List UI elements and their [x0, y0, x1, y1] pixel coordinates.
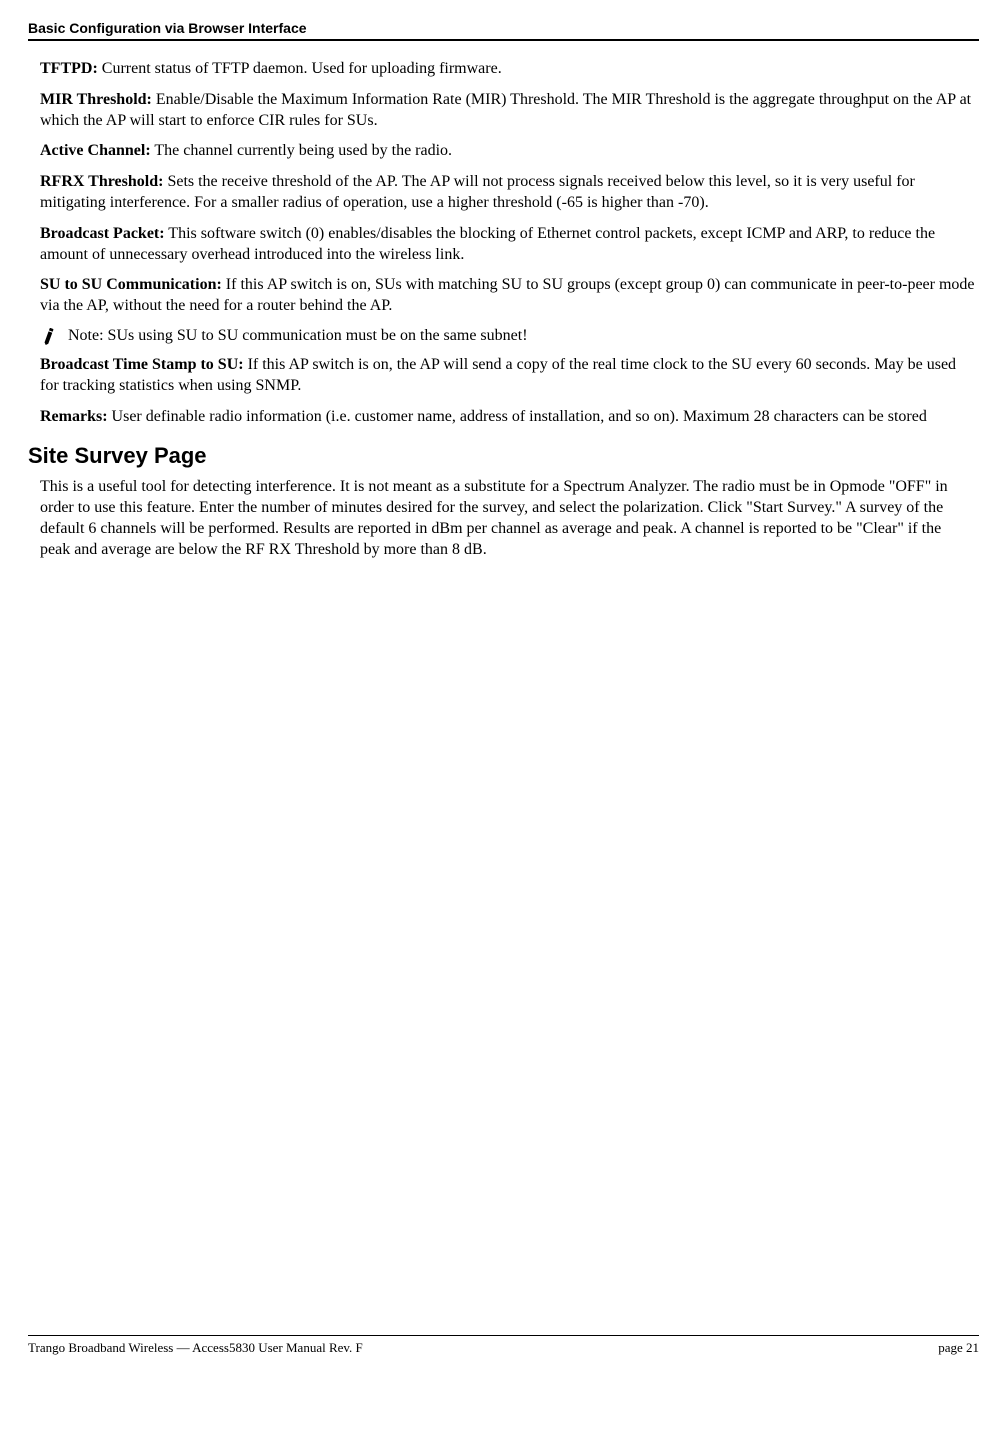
- text-tftpd: Current status of TFTP daemon. Used for …: [98, 60, 502, 77]
- text-active-channel: The channel currently being used by the …: [151, 142, 452, 159]
- note-label: Note:: [68, 327, 104, 345]
- definition-rfrx: RFRX Threshold: Sets the receive thresho…: [40, 172, 975, 214]
- term-rfrx: RFRX Threshold:: [40, 173, 163, 190]
- note-line: Note: SUs using SU to SU communication m…: [40, 327, 975, 345]
- section-heading: Site Survey Page: [28, 443, 975, 469]
- definition-remarks: Remarks: User definable radio informatio…: [40, 407, 975, 428]
- page-header: Basic Configuration via Browser Interfac…: [28, 20, 979, 41]
- text-broadcast-packet: This software switch (0) enables/disable…: [40, 225, 935, 263]
- definition-active-channel: Active Channel: The channel currently be…: [40, 141, 975, 162]
- section-body: This is a useful tool for detecting inte…: [40, 477, 975, 560]
- pencil-icon: [37, 324, 61, 348]
- term-broadcast-packet: Broadcast Packet:: [40, 225, 165, 242]
- page-content: TFTPD: Current status of TFTP daemon. Us…: [28, 59, 979, 561]
- text-rfrx: Sets the receive threshold of the AP. Th…: [40, 173, 915, 211]
- term-tftpd: TFTPD:: [40, 60, 98, 77]
- term-broadcast-time: Broadcast Time Stamp to SU:: [40, 356, 244, 373]
- definition-mir: MIR Threshold: Enable/Disable the Maximu…: [40, 90, 975, 132]
- term-remarks: Remarks:: [40, 408, 108, 425]
- text-remarks: User definable radio information (i.e. c…: [108, 408, 927, 425]
- note-text: SUs using SU to SU communication must be…: [108, 327, 528, 345]
- footer-left: Trango Broadband Wireless — Access5830 U…: [28, 1340, 363, 1356]
- definition-tftpd: TFTPD: Current status of TFTP daemon. Us…: [40, 59, 975, 80]
- definition-su-to-su: SU to SU Communication: If this AP switc…: [40, 275, 975, 317]
- text-mir: Enable/Disable the Maximum Information R…: [40, 91, 971, 129]
- term-active-channel: Active Channel:: [40, 142, 151, 159]
- footer-right: page 21: [938, 1340, 979, 1356]
- document-page: Basic Configuration via Browser Interfac…: [0, 0, 1007, 1380]
- definition-broadcast-time: Broadcast Time Stamp to SU: If this AP s…: [40, 355, 975, 397]
- header-title: Basic Configuration via Browser Interfac…: [28, 20, 307, 36]
- definition-broadcast-packet: Broadcast Packet: This software switch (…: [40, 224, 975, 266]
- term-su-to-su: SU to SU Communication:: [40, 276, 222, 293]
- page-footer: Trango Broadband Wireless — Access5830 U…: [28, 1335, 979, 1356]
- term-mir: MIR Threshold:: [40, 91, 152, 108]
